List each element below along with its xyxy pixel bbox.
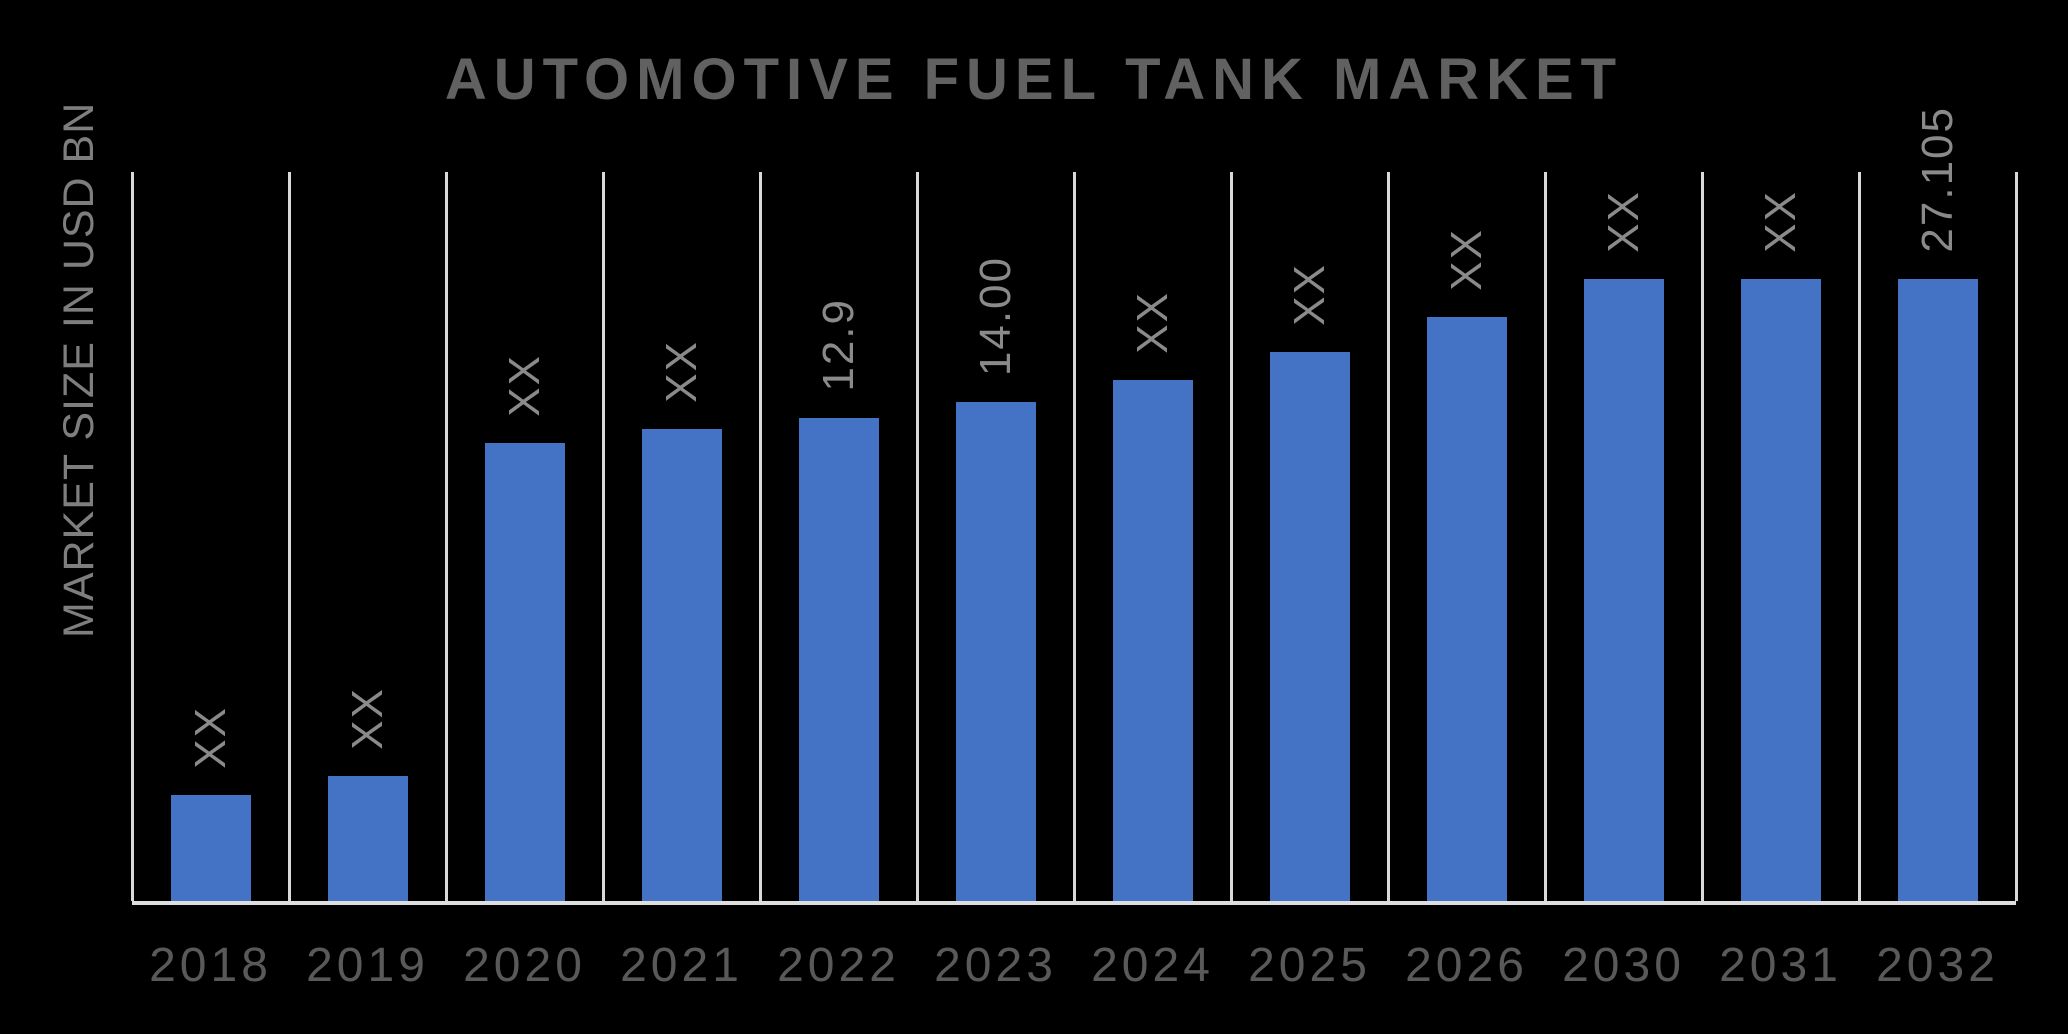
x-axis-tick-label: 2031 xyxy=(1719,939,1842,992)
x-axis-tick-label: 2020 xyxy=(463,939,586,992)
bar xyxy=(1740,279,1821,901)
bar-data-label: XX xyxy=(185,706,235,769)
plot-area: XX XX XX XX 12.9 14.00 XX XX XX XX XX 27.105 xyxy=(130,106,2018,905)
vertical-gridline xyxy=(758,172,762,901)
bar xyxy=(798,418,879,901)
bar-data-label: XX xyxy=(1598,190,1648,253)
bar-column: XX xyxy=(1702,172,1859,901)
bar xyxy=(1112,380,1193,901)
x-axis-tick-label: 2021 xyxy=(620,939,743,992)
bar xyxy=(1426,317,1507,901)
bar xyxy=(1897,279,1978,901)
vertical-gridline xyxy=(2014,172,2018,901)
bar xyxy=(170,795,251,901)
vertical-gridline xyxy=(1700,172,1704,901)
x-axis-tick-label: 2018 xyxy=(149,939,272,992)
chart-title: AUTOMOTIVE FUEL TANK MARKET xyxy=(444,47,1624,112)
bar xyxy=(955,402,1036,901)
bar-column: XX xyxy=(1074,172,1231,901)
bar-data-label: XX xyxy=(1284,263,1334,326)
bar-column: XX xyxy=(603,172,760,901)
bar-data-label: XX xyxy=(499,354,549,417)
x-axis-tick-label: 2032 xyxy=(1876,939,1999,992)
vertical-gridline xyxy=(1857,172,1861,901)
vertical-gridline xyxy=(1543,172,1547,901)
x-axis-labels: 2018 2019 2020 2021 2022 2023 2024 2025 2026 2030… xyxy=(132,936,2016,996)
x-axis-tick-label: 2024 xyxy=(1091,939,1214,992)
x-axis-tick-label: 2026 xyxy=(1405,939,1528,992)
bar-data-label: XX xyxy=(342,687,392,750)
bar xyxy=(1583,279,1664,901)
bar xyxy=(1269,352,1350,901)
vertical-gridline xyxy=(1386,172,1390,901)
bar xyxy=(484,443,565,901)
bar-data-label: XX xyxy=(1441,228,1491,291)
bar-data-label: XX xyxy=(656,340,706,403)
x-axis-tick-label: 2019 xyxy=(306,939,429,992)
bar-column: 12.9 xyxy=(760,172,917,901)
bar-data-label: XX xyxy=(1755,190,1805,253)
x-axis-tick-label: 2022 xyxy=(777,939,900,992)
x-axis-tick-label: 2030 xyxy=(1562,939,1685,992)
bar-data-label: 12.9 xyxy=(813,298,863,392)
bar-column: 14.00 xyxy=(917,172,1074,901)
bar-column: XX xyxy=(289,172,446,901)
bar-column: XX xyxy=(1545,172,1702,901)
bar xyxy=(327,776,408,901)
vertical-gridline xyxy=(287,172,291,901)
bar-data-label: 27.105 xyxy=(1912,106,1962,253)
bar-data-label: XX xyxy=(1127,291,1177,354)
vertical-gridline xyxy=(1229,172,1233,901)
bar xyxy=(641,429,722,901)
bar-column: XX xyxy=(132,172,289,901)
x-axis-tick-label: 2023 xyxy=(934,939,1057,992)
bar-column: XX xyxy=(1388,172,1545,901)
bar-column: XX xyxy=(446,172,603,901)
bar-column: XX xyxy=(1231,172,1388,901)
y-axis-title: MARKET SIZE IN USD BN xyxy=(55,101,103,638)
vertical-gridline xyxy=(601,172,605,901)
vertical-gridline xyxy=(444,172,448,901)
x-axis-tick-label: 2025 xyxy=(1248,939,1371,992)
vertical-gridline xyxy=(130,172,134,901)
vertical-gridline xyxy=(1072,172,1076,901)
vertical-gridline xyxy=(915,172,919,901)
bar-data-label: 14.00 xyxy=(970,255,1020,376)
bar-column: 27.105 xyxy=(1859,106,2016,901)
